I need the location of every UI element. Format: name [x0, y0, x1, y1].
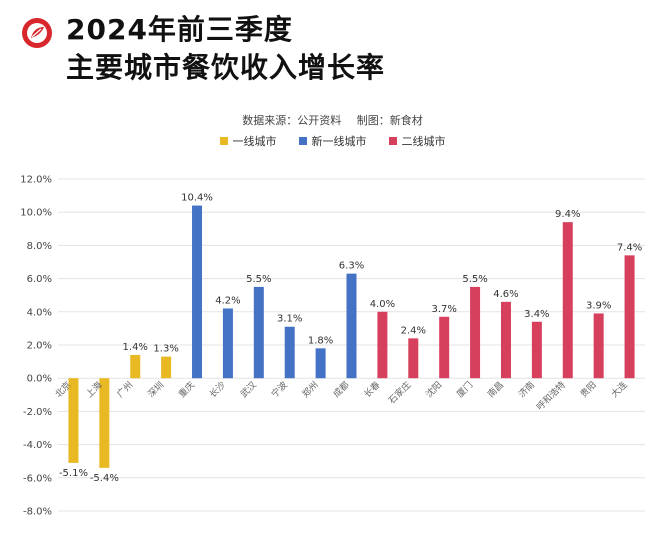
x-category-label: 南昌 — [485, 379, 506, 400]
y-tick-label: 10.0% — [20, 208, 52, 219]
x-category-label: 深圳 — [146, 380, 167, 401]
bar-长沙 — [222, 308, 233, 379]
data-label: 4.6% — [493, 289, 518, 300]
bar-深圳 — [161, 356, 172, 379]
data-label: 3.9% — [586, 300, 611, 311]
y-tick-label: -4.0% — [23, 440, 52, 451]
x-category-label: 重庆 — [176, 379, 197, 400]
y-tick-label: -2.0% — [23, 407, 52, 418]
x-category-label: 呼和浩特 — [534, 379, 568, 413]
bar-广州 — [130, 354, 141, 379]
bar-厦门 — [470, 286, 481, 379]
source-note: 数据来源：公开资料 制图：新食材 — [0, 112, 665, 128]
legend-label-tier1: 一线城市 — [232, 135, 277, 148]
data-label: 2.4% — [401, 325, 426, 336]
x-category-label: 厦门 — [454, 379, 475, 400]
bar-长春 — [377, 311, 388, 379]
bar-成都 — [346, 273, 357, 379]
x-category-label: 广州 — [114, 379, 135, 400]
y-tick-label: -8.0% — [23, 507, 52, 518]
y-tick-label: 8.0% — [27, 241, 52, 252]
y-tick-label: 12.0% — [20, 175, 52, 186]
y-tick-label: 2.0% — [27, 341, 52, 352]
data-label: -5.1% — [59, 468, 88, 479]
source-text: 数据来源：公开资料 — [242, 114, 342, 127]
x-category-label: 武汉 — [238, 379, 259, 400]
legend-label-tier2: 二线城市 — [401, 135, 446, 148]
bar-上海 — [99, 378, 110, 468]
data-label: 3.7% — [431, 304, 456, 315]
bar-济南 — [531, 321, 542, 379]
data-label: 7.4% — [617, 242, 642, 253]
x-category-label: 大连 — [608, 379, 629, 400]
legend-item-tier1: 一线城市 — [219, 133, 277, 149]
x-category-label: 宁波 — [269, 379, 290, 400]
legend-swatch-tier2 — [388, 137, 397, 145]
data-label: 10.4% — [181, 193, 213, 204]
bar-chart: -8.0% -6.0% -4.0% -2.0% 0.0% 2.0% 4.0% 6.0% 8.0%… — [20, 175, 645, 518]
x-category-label: 长春 — [361, 379, 382, 400]
y-tick-label: -6.0% — [23, 473, 52, 484]
bar-重庆 — [192, 205, 203, 379]
bar-大连 — [624, 255, 635, 379]
chart-title-line2: 主要城市餐饮收入增长率 — [66, 51, 386, 84]
bar-呼和浩特 — [562, 222, 573, 379]
chart-header: 2024年前三季度 主要城市餐饮收入增长率 — [0, 0, 665, 100]
data-label: 3.4% — [524, 309, 549, 320]
bar-武汉 — [253, 286, 264, 379]
x-category-label: 济南 — [516, 379, 537, 400]
maker-text: 制图：新食材 — [356, 114, 423, 127]
chart-legend: 一线城市 新一线城市 二线城市 — [0, 133, 665, 149]
data-label: 1.8% — [308, 335, 333, 346]
data-label: 4.2% — [215, 295, 240, 306]
y-tick-label: 0.0% — [27, 374, 52, 385]
y-tick-label: 6.0% — [27, 274, 52, 285]
x-category-label: 贵阳 — [578, 379, 599, 400]
bar-石家庄 — [408, 338, 419, 379]
data-label: 4.0% — [370, 299, 395, 310]
data-label: 3.1% — [277, 314, 302, 325]
legend-item-new-tier1: 新一线城市 — [298, 133, 367, 149]
legend-swatch-tier1 — [219, 137, 228, 145]
x-category-label: 长沙 — [207, 379, 228, 400]
data-label: 9.4% — [555, 209, 580, 220]
data-label: 5.5% — [246, 274, 271, 285]
bar-沈阳 — [439, 316, 450, 379]
legend-item-tier2: 二线城市 — [388, 133, 446, 149]
x-category-label: 成都 — [330, 379, 351, 400]
x-category-label: 郑州 — [300, 379, 321, 400]
bar-北京 — [68, 378, 79, 463]
bar-南昌 — [500, 301, 511, 379]
legend-label-new-tier1: 新一线城市 — [311, 135, 367, 148]
bar-贵阳 — [593, 313, 604, 379]
data-label: 1.3% — [153, 344, 178, 355]
brand-logo-icon — [22, 18, 52, 48]
data-label: 5.5% — [462, 274, 487, 285]
y-tick-label: 4.0% — [27, 307, 52, 318]
bar-郑州 — [315, 348, 326, 379]
bar-宁波 — [284, 326, 295, 379]
data-label: -5.4% — [90, 473, 119, 484]
legend-swatch-new-tier1 — [298, 137, 307, 145]
chart-title-line1: 2024年前三季度 — [66, 13, 293, 46]
data-label: 1.4% — [123, 342, 148, 353]
x-category-label: 沈阳 — [423, 379, 444, 400]
data-label: 6.3% — [339, 261, 364, 272]
x-category-label: 石家庄 — [386, 379, 414, 407]
